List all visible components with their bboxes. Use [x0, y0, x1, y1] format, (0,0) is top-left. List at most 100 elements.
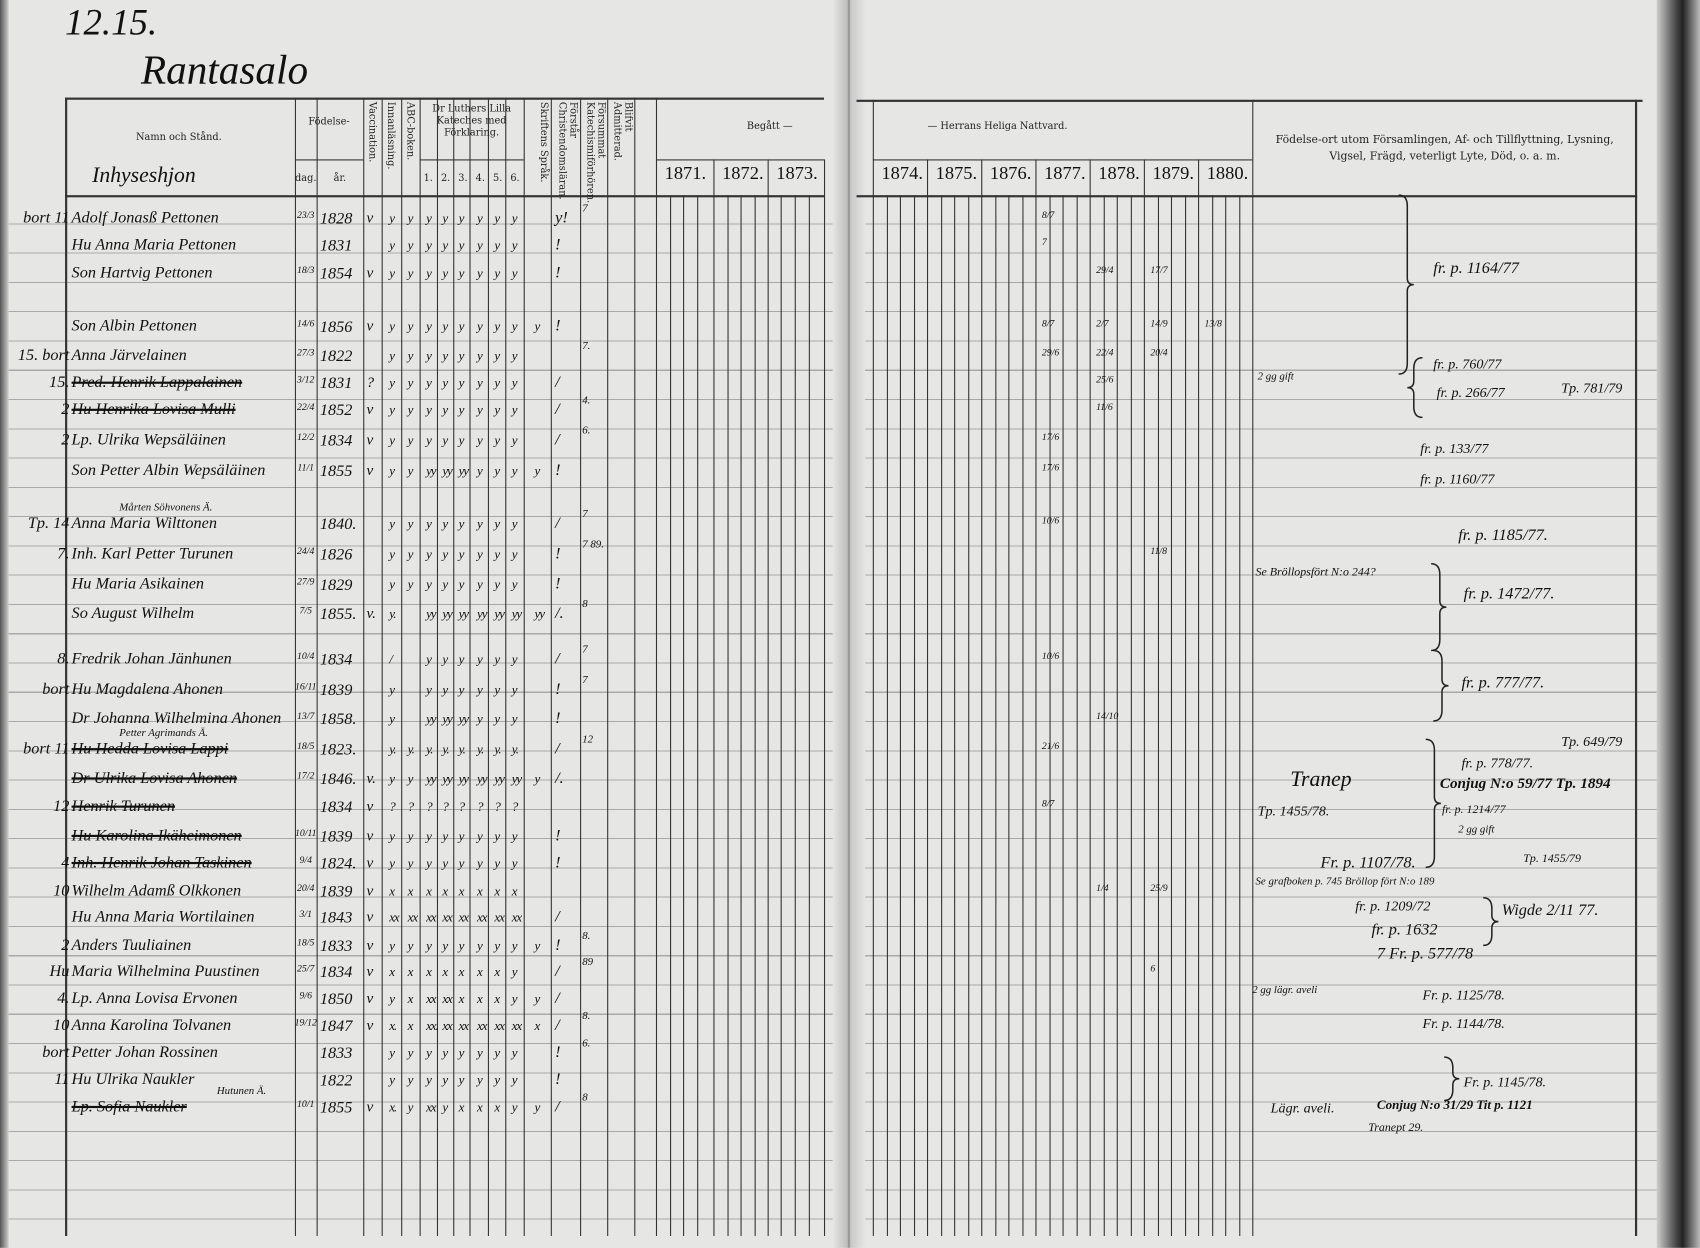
communion-date: 29/4 — [1096, 264, 1114, 276]
remark-note: Fr. p. 1144/78. — [1422, 1014, 1505, 1032]
remark-note: Tp. 649/79 — [1561, 732, 1623, 750]
birth-year: 1852 — [319, 402, 353, 420]
communion-date: 25/9 — [1150, 882, 1168, 894]
catechism-mark: y — [407, 828, 414, 844]
grid-line — [1143, 159, 1145, 1236]
remark-note: fr. p. 1164/77 — [1433, 260, 1519, 278]
grid-line — [994, 195, 996, 1236]
grid-line — [669, 195, 671, 1236]
catechism-mark: y — [442, 828, 448, 844]
catechism-mark: y — [494, 828, 500, 844]
remark-note: fr. p. 1472/77. — [1463, 585, 1555, 603]
catechism-mark: y — [494, 375, 500, 391]
header-reading: Innanläsning. — [384, 101, 396, 170]
catechism-mark: y — [511, 1072, 518, 1088]
catechism-mark: ? — [458, 799, 466, 815]
birth-day: 27/9 — [297, 575, 315, 587]
catechism-mark: y — [426, 1045, 432, 1061]
margin-number: 8. — [57, 650, 70, 668]
grid-line — [899, 195, 901, 1236]
catechism-mark: y — [458, 651, 465, 667]
catechism-mark: y — [407, 402, 414, 418]
catechism-mark: y — [511, 711, 518, 727]
catechism-mark: y — [426, 432, 432, 448]
birth-year: 1839 — [319, 883, 353, 901]
header-hearings: Försummat Katechismiförhören. — [584, 101, 607, 204]
catechism-mark: y — [511, 828, 518, 844]
birth-year: 1824. — [319, 855, 357, 873]
person-name: Henrik Turunen — [71, 797, 176, 816]
grid-line — [1634, 99, 1638, 1236]
admitted-mark: ! — [555, 264, 561, 282]
catechism-mark: x — [458, 1099, 465, 1115]
catechism-mark: y — [442, 576, 448, 592]
header-scripture: Skriftens Språk. — [537, 101, 549, 183]
header-luther: Dr Luthers Lilla Kateches med Förklaring… — [432, 104, 512, 139]
person-name: Hu Anna Maria Wortilainen — [71, 908, 255, 926]
person-name: Lp. Sofia Naukler — [71, 1098, 187, 1116]
catechism-mark: y — [477, 516, 483, 532]
birth-year: 1856 — [319, 318, 353, 337]
catechism-mark: xx — [389, 909, 399, 925]
catechism-mark: y — [389, 855, 395, 871]
remark-note: Se Bröllopsfört N:o 244? — [1255, 565, 1376, 579]
grid-line — [696, 195, 698, 1236]
catechism-mark: y — [511, 516, 518, 532]
grid-line — [419, 159, 524, 161]
remark-note: fr. p. 1185/77. — [1458, 526, 1548, 545]
hearing-number: 4. — [582, 394, 591, 407]
catechism-mark: y — [477, 237, 483, 253]
catechism-mark: y — [477, 937, 483, 954]
catechism-mark: y — [426, 855, 432, 871]
catechism-mark: xx — [458, 909, 469, 925]
entry-row: Hu Anna Maria Wortilainen 3/1 1843 v xx xx xx x… — [0, 906, 1659, 934]
catechism-mark: y — [458, 210, 465, 226]
birth-year: 1823. — [319, 741, 357, 759]
catechism-mark: y — [511, 937, 518, 954]
catechism-mark: x — [458, 883, 465, 899]
person-name: Petter Johan Rossinen — [71, 1044, 218, 1062]
catechism-mark: y — [534, 1099, 541, 1115]
catechism-mark: y — [407, 937, 414, 954]
catechism-mark: y — [442, 516, 448, 532]
birth-day: 16/11 — [294, 680, 317, 692]
person-name: Anders Tuuliainen — [71, 936, 192, 955]
grid-line — [655, 159, 824, 161]
catechism-mark: y — [477, 828, 483, 844]
margin-number: 10 — [53, 882, 70, 900]
catechism-mark: y — [426, 265, 432, 281]
vaccination-mark: v — [366, 462, 374, 480]
catechism-mark: y. — [389, 606, 396, 622]
luther-col-number: 5. — [492, 173, 503, 185]
catechism-mark: x — [477, 1099, 483, 1115]
catechism-mark: y — [494, 1045, 500, 1061]
grid-line — [294, 159, 364, 161]
header-day: dag. — [295, 173, 317, 185]
vaccination-mark: v — [366, 855, 374, 872]
catechism-mark: y — [442, 651, 448, 667]
grid-line — [1157, 195, 1159, 1236]
catechism-mark: y — [389, 937, 395, 954]
grid-line — [1170, 195, 1173, 1236]
luther-col-number: 4. — [475, 173, 485, 185]
catechism-mark: yy — [458, 711, 469, 727]
remark-note: fr. p. 760/77 — [1433, 355, 1502, 372]
birth-year: 1822 — [319, 348, 353, 366]
grid-line — [505, 97, 507, 1236]
catechism-mark: x — [389, 883, 395, 899]
grid-line — [1021, 195, 1023, 1236]
vaccination-mark: v — [366, 799, 374, 816]
catechism-mark: x — [511, 883, 518, 899]
person-name: Dr Ulrika Lovisa Ahonen — [71, 769, 238, 788]
book-fold — [832, 0, 866, 1248]
grid-line — [683, 195, 685, 1236]
grid-line — [740, 195, 742, 1236]
birth-year: 1831 — [319, 237, 353, 255]
catechism-mark: xx — [494, 909, 504, 925]
catechism-mark: yy — [426, 462, 436, 479]
catechism-mark: xx — [477, 909, 487, 925]
entry-row: 2 Anders Tuuliainen 18/5 1833 v y y y y y y y y y! 8. — [0, 930, 1659, 963]
catechism-mark: yy — [477, 606, 487, 622]
communion-date: 29/6 — [1041, 346, 1060, 358]
admitted-mark: /. — [555, 604, 564, 623]
